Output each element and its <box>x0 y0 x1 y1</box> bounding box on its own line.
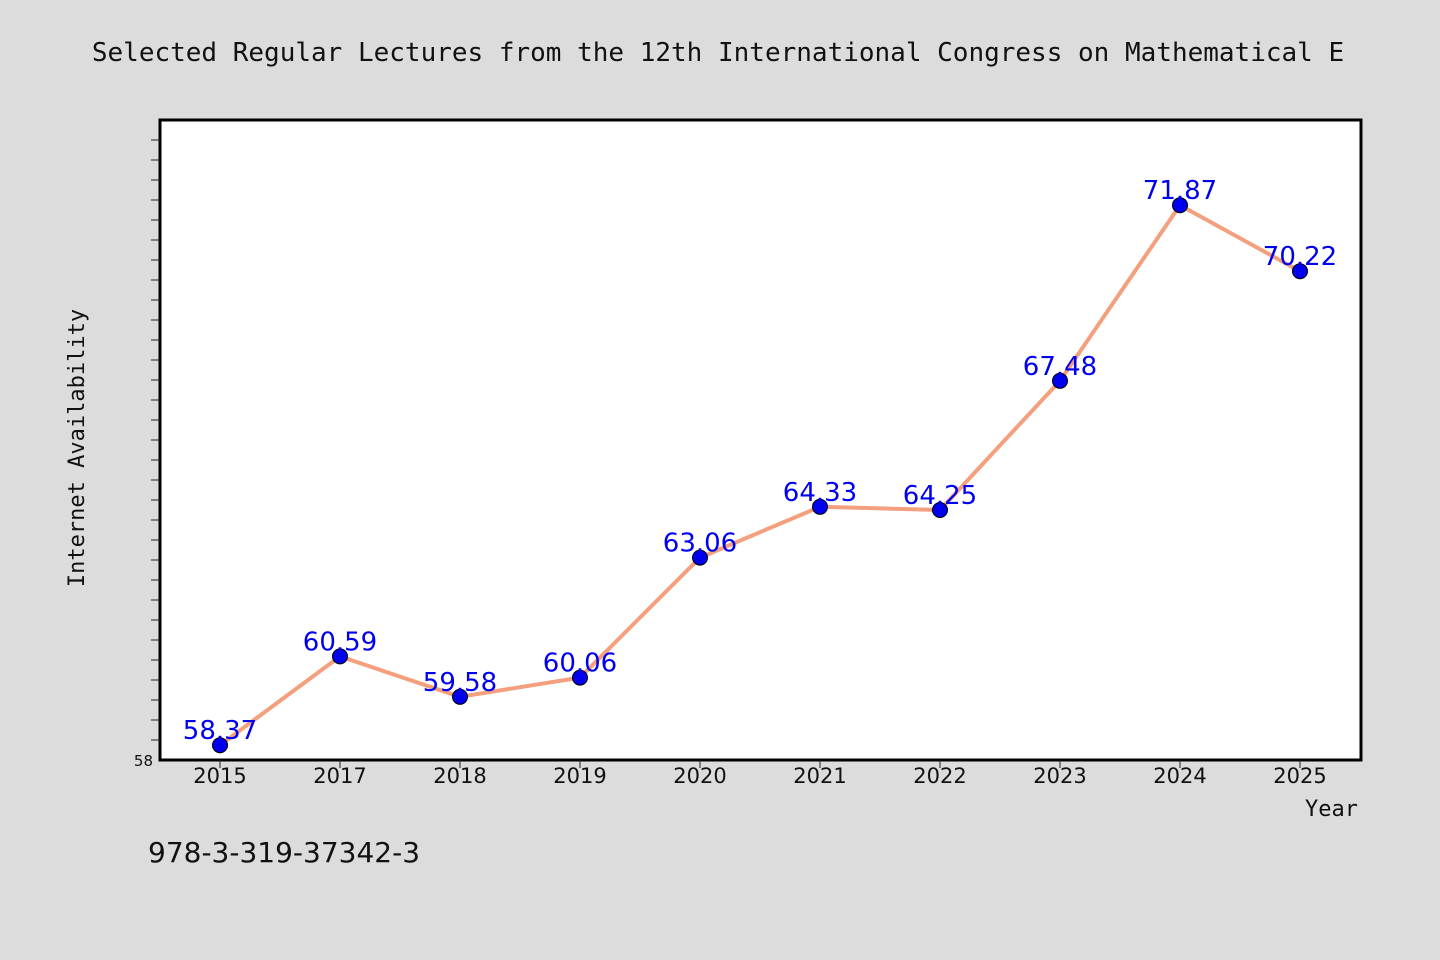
x-tick-label: 2017 <box>313 764 366 788</box>
series-layer: 58.37 60.59 59.58 60.06 63.06 64.33 64.25 67.48… <box>183 176 1337 754</box>
data-point <box>1292 263 1308 280</box>
data-point <box>1172 197 1188 214</box>
data-point <box>332 648 348 665</box>
y-axis-label: Internet Availability <box>65 309 90 587</box>
chart-title: Selected Regular Lectures from the 12th … <box>92 38 1344 68</box>
isbn-footer: 978-3-319-37342-3 <box>148 836 420 869</box>
data-label: 60.06 <box>543 649 617 679</box>
data-point <box>572 669 588 686</box>
series-line <box>218 203 1302 748</box>
x-tick-label: 2018 <box>433 764 486 788</box>
y-tick-label: 58 <box>134 752 153 770</box>
x-tick-label: 2024 <box>1153 764 1206 788</box>
data-label: 59.58 <box>423 668 497 698</box>
data-label: 60.59 <box>303 627 377 657</box>
x-tick-label: 2022 <box>913 764 966 788</box>
x-axis-label: Year <box>1305 797 1358 822</box>
data-point <box>1052 372 1068 389</box>
x-tick-label: 2023 <box>1033 764 1086 788</box>
data-point <box>692 549 708 566</box>
data-label: 63.06 <box>663 529 737 559</box>
x-axis-ticks: 2015 2017 2018 2019 2020 2021 2022 2023 2024 2025 <box>193 760 1327 788</box>
x-tick-label: 2019 <box>553 764 606 788</box>
data-point <box>452 688 468 705</box>
x-tick-label: 2020 <box>673 764 726 788</box>
data-label: 58.37 <box>183 716 257 746</box>
x-tick-label: 2025 <box>1273 764 1326 788</box>
plot-area <box>158 118 1363 762</box>
data-label: 64.33 <box>783 478 857 508</box>
data-label: 71.87 <box>1143 176 1217 206</box>
x-tick-label: 2021 <box>793 764 846 788</box>
data-point <box>932 502 948 518</box>
data-label: 70.22 <box>1263 242 1337 272</box>
data-label: 64.25 <box>903 481 977 511</box>
data-label: 67.48 <box>1023 352 1097 382</box>
data-point <box>812 498 828 515</box>
data-point <box>212 737 228 754</box>
x-tick-label: 2015 <box>193 764 246 788</box>
y-axis-ticks: 58 <box>134 139 160 770</box>
